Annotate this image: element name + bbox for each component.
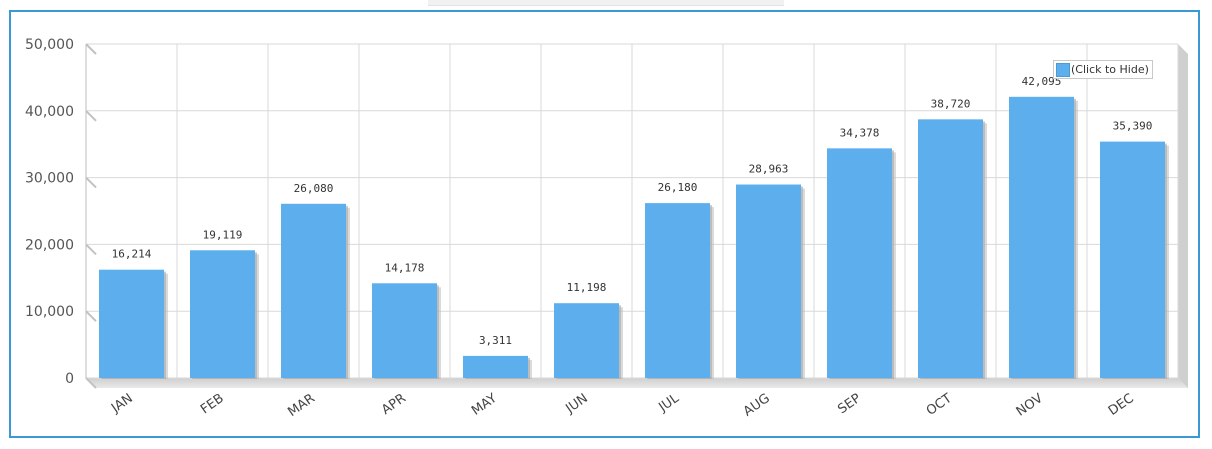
data-label: 35,390 [1113, 120, 1153, 133]
bar-nov [1009, 96, 1074, 379]
legend-swatch [1056, 62, 1070, 77]
legend-label: (Click to Hide) [1071, 63, 1149, 76]
y-tick-label: 30,000 [25, 171, 74, 187]
bar-mar [281, 203, 346, 378]
data-label: 16,214 [112, 248, 152, 261]
y-tick-label: 10,000 [25, 304, 74, 320]
data-label: 28,963 [749, 163, 789, 176]
legend-item[interactable]: (Click to Hide) [1053, 60, 1153, 79]
x-tick-label: APR [379, 391, 409, 418]
bar-jun [554, 303, 619, 378]
y-tick-label: 0 [65, 371, 74, 387]
x-tick-label: AUG [741, 391, 773, 420]
bar-apr [372, 283, 437, 378]
x-tick-label: JAN [108, 391, 136, 417]
x-tick-label: JUL [656, 391, 683, 416]
x-tick-label: FEB [198, 391, 227, 417]
y-gridline-bevel [85, 377, 97, 389]
top-tab-strip [428, 0, 784, 6]
y-gridline-bevel [85, 243, 97, 256]
x-tick-label: MAY [469, 391, 500, 419]
data-label: 34,378 [840, 126, 880, 139]
data-label: 42,095 [1022, 75, 1062, 88]
data-label: 19,119 [203, 228, 243, 241]
data-label: 26,080 [294, 182, 334, 195]
data-label: 38,720 [931, 97, 971, 110]
data-label: 3,311 [479, 334, 512, 347]
bar-dec [1100, 141, 1165, 378]
x-tick-label: DEC [1106, 391, 1137, 419]
x-tick-label: MAR [285, 391, 317, 420]
x-tick-label: OCT [924, 391, 955, 419]
x-tick-label: JUN [562, 391, 590, 417]
data-label: 14,178 [385, 261, 425, 274]
y-gridline-bevel [85, 43, 97, 55]
x-tick-label: NOV [1014, 391, 1046, 420]
chart-floor [86, 378, 1188, 388]
bar-aug [736, 184, 801, 378]
y-gridline-bevel [85, 176, 97, 189]
data-label: 26,180 [658, 181, 698, 194]
bar-feb [190, 250, 255, 378]
bar-jul [645, 203, 710, 378]
data-label: 11,198 [567, 281, 607, 294]
y-tick-label: 40,000 [25, 104, 74, 120]
chart-side-wall [1178, 44, 1188, 388]
bar-sep [827, 148, 892, 378]
bar-may [463, 355, 528, 378]
bar-oct [918, 119, 983, 378]
y-gridline-bevel [85, 110, 97, 122]
x-tick-label: SEP [835, 391, 864, 417]
y-gridline-bevel [85, 310, 97, 322]
y-tick-label: 50,000 [25, 37, 74, 53]
bar-jan [99, 269, 164, 378]
y-tick-label: 20,000 [25, 237, 74, 253]
